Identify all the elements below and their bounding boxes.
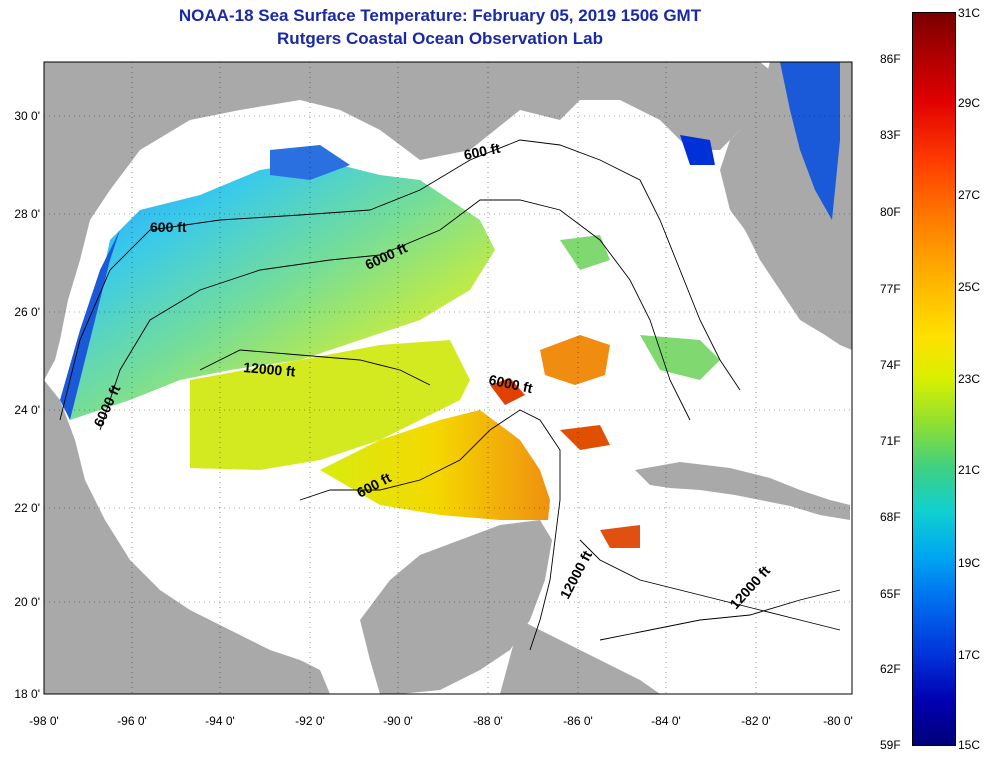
colorbar-f-label: 83F [880,128,901,142]
y-tick: 26 0' [14,305,40,319]
x-tick: -90 0' [383,714,413,728]
y-axis-labels: 30 0' 28 0' 26 0' 24 0' 22 0' 20 0' 18 0… [14,109,40,701]
y-tick: 22 0' [14,501,40,515]
colorbar-c-label: 17C [958,648,981,662]
sst-patch-fl-cold [780,62,840,220]
graticule [44,62,852,694]
sst-patch-orange [540,335,610,385]
colorbar-f-label: 65F [880,587,901,601]
colorbar-c-label: 27C [958,188,981,202]
colorbar-f-label: 74F [880,358,901,372]
sst-patch-red3 [600,525,640,548]
colorbar-f-label: 71F [880,434,901,448]
contour-cay [599,589,841,641]
contour-yuc [299,409,561,651]
temperature-colorbar [912,12,956,746]
colorbar-c-label: 23C [958,372,981,386]
frame-ticks [43,61,853,695]
map-title: NOAA-18 Sea Surface Temperature: Februar… [178,6,702,25]
x-axis-labels: -98 0' -96 0' -94 0' -92 0' -90 0' -88 0… [29,714,853,728]
contour-12000 [199,349,431,386]
contour-label: 12000 ft [243,359,297,380]
y-tick: 24 0' [14,403,40,417]
contour-label: 600 ft [462,140,501,163]
x-tick: -88 0' [473,714,503,728]
colorbar-f-label: 77F [880,282,901,296]
x-tick: -98 0' [29,714,59,728]
map-subtitle: Rutgers Coastal Ocean Observation Lab [277,29,603,48]
sst-swath-mid [190,340,470,470]
x-tick: -86 0' [563,714,593,728]
x-tick: -84 0' [651,714,681,728]
colorbar-c-label: 25C [958,280,981,294]
colorbar-c-label: 21C [958,463,981,477]
contour-label: 600 ft [150,219,187,235]
sst-patch-red1 [490,378,525,405]
x-tick: -82 0' [741,714,771,728]
sst-patch-green [640,335,720,380]
contour-6000 [99,199,691,431]
colorbar-f-label: 68F [880,510,901,524]
y-tick: 30 0' [14,109,40,123]
y-tick: 28 0' [14,207,40,221]
contour-600 [59,139,741,421]
colorbar-f-label: 62F [880,662,901,676]
y-tick: 18 0' [14,687,40,701]
colorbar-f-label: 86F [880,52,901,66]
x-tick: -80 0' [823,714,853,728]
colorbar-c-label: 31C [958,6,981,20]
colorbar-c-label: 29C [958,96,981,110]
contours [59,139,841,651]
sst-patch-fl-gulf [680,135,715,165]
colorbar-c-label: 15C [958,738,981,752]
contour-ca [579,539,841,631]
sst-swath-cold [70,160,495,420]
y-tick: 20 0' [14,595,40,609]
colorbar-c-label: 19C [958,556,981,570]
x-tick: -92 0' [295,714,325,728]
sst-data [60,62,840,548]
sst-swath-warm [320,410,550,520]
sst-patch-east [560,235,610,270]
land [44,62,852,694]
colorbar-f-label: 59F [880,738,901,752]
colorbar-f-label: 80F [880,205,901,219]
sst-patch-red2 [560,425,610,450]
x-tick: -96 0' [117,714,147,728]
x-tick: -94 0' [205,714,235,728]
sst-swath-coast [60,230,120,420]
